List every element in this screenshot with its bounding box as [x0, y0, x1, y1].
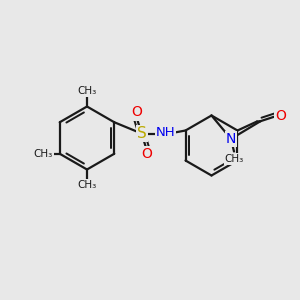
Text: NH: NH — [156, 126, 176, 140]
Text: O: O — [275, 109, 286, 123]
Text: O: O — [142, 148, 152, 161]
Text: CH₃: CH₃ — [77, 180, 97, 190]
Text: CH₃: CH₃ — [34, 149, 53, 159]
Text: O: O — [131, 106, 142, 119]
Text: S: S — [137, 126, 146, 141]
Text: CH₃: CH₃ — [224, 154, 244, 164]
Text: CH₃: CH₃ — [77, 86, 97, 96]
Text: N: N — [226, 132, 236, 146]
